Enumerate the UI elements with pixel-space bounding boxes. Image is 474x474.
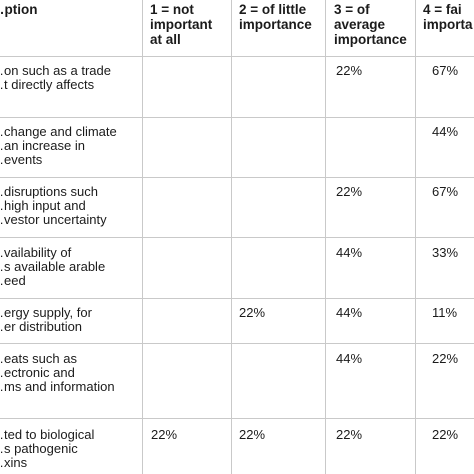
row-value: 22%	[432, 351, 459, 366]
row-value: 22%	[336, 427, 363, 442]
row-description: …disruptions such …high input and …vesto…	[0, 184, 107, 227]
row-value: 11%	[432, 305, 458, 320]
row-divider	[0, 117, 474, 118]
row-value: 22%	[239, 427, 266, 442]
row-description: …vailability of …s available arable …eed	[0, 245, 106, 288]
row-divider	[0, 56, 474, 57]
row-value: 67%	[432, 63, 459, 78]
row-divider	[0, 343, 474, 344]
row-value: 22%	[151, 427, 178, 442]
header-not-important: 1 = not important at all	[150, 2, 213, 47]
row-value: 22%	[336, 63, 363, 78]
header-average-importance: 3 = of average importance	[334, 2, 407, 47]
row-description: …ergy supply, for …er distribution	[0, 305, 92, 334]
row-value: 22%	[336, 184, 363, 199]
row-value: 44%	[336, 305, 363, 320]
row-description: …ted to biological …s pathogenic …xins	[0, 427, 95, 470]
row-description: …change and climate …an increase in …eve…	[0, 124, 117, 167]
row-divider	[0, 298, 474, 299]
row-value: 22%	[432, 427, 459, 442]
row-value: 44%	[336, 351, 363, 366]
row-value: 33%	[432, 245, 459, 260]
header-little-importance: 2 = of little importance	[239, 2, 312, 32]
row-value: 44%	[336, 245, 363, 260]
row-divider	[0, 237, 474, 238]
row-description: …eats such as …ectronic and …ms and info…	[0, 351, 115, 394]
row-divider	[0, 418, 474, 419]
row-description: …on such as a trade …t directly affects	[0, 63, 111, 92]
row-divider	[0, 177, 474, 178]
row-value: 22%	[239, 305, 266, 320]
row-value: 67%	[432, 184, 459, 199]
row-value: 44%	[432, 124, 459, 139]
header-description: …ption	[0, 2, 38, 17]
header-fairly-important: 4 = fai importa	[423, 2, 473, 32]
